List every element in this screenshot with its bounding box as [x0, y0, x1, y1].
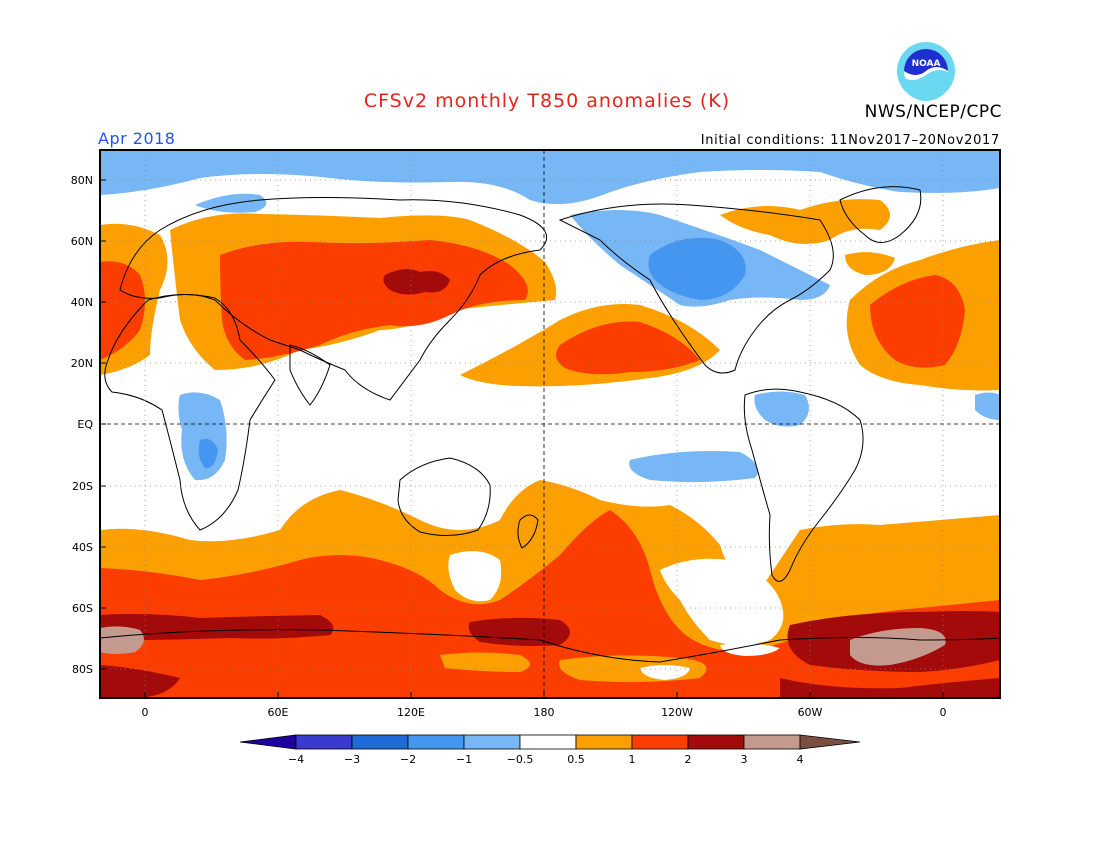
colorbar-tick-label: 2: [685, 753, 692, 766]
siberia-warm-core: [383, 269, 450, 295]
lon-label: 120W: [661, 706, 693, 719]
lat-label: 20N: [71, 357, 93, 370]
india-coastline: [289, 344, 331, 406]
antarctic-warm-band-mid: [468, 617, 570, 646]
lon-label: 0: [940, 706, 947, 719]
north-pacific-warm-red: [556, 321, 700, 375]
tropical-pacific-cold: [629, 451, 758, 483]
west-europe-warm-red: [100, 261, 145, 360]
colorbar-segment-above-4: [799, 734, 861, 750]
colorbar-segment: [575, 734, 633, 750]
lon-label: 180: [534, 706, 555, 719]
valid-month-label: Apr 2018: [98, 129, 176, 148]
agency-label: NWS/NCEP/CPC: [864, 102, 1002, 122]
equator-dateline: [100, 150, 1000, 698]
map-title: CFSv2 monthly T850 anomalies (K): [363, 90, 731, 112]
arctic-cold-band: [100, 150, 1000, 205]
colorbar-tick-label: −4: [288, 753, 304, 766]
antarctic-warm-band-southeast: [780, 678, 1000, 698]
lat-label: 80N: [71, 174, 93, 187]
colorbar-tick-label: 4: [797, 753, 804, 766]
colorbar-segment: [687, 734, 745, 750]
australia-coastline: [397, 457, 491, 536]
colorbar-segment: [631, 734, 689, 750]
south-pacific-orange-patch: [650, 536, 692, 560]
initial-conditions-label: Initial conditions: 11Nov2017–20Nov2017: [700, 133, 1000, 148]
antarctica-coastline: [100, 629, 1000, 663]
colorbar-tick-label: 0.5: [567, 753, 585, 766]
colorbar-segment: [351, 734, 409, 750]
lon-label: 60W: [798, 706, 823, 719]
eurasia-coastline: [119, 197, 548, 401]
latitude-labels: 80N 60N 40N 20N EQ 20S 40S 60S 80S: [71, 174, 94, 676]
antarctic-ross-white: [640, 665, 690, 680]
eurasia-warm-red: [220, 240, 528, 360]
north-america-coastline: [558, 203, 834, 374]
antarctic-peninsula-white: [720, 643, 780, 656]
colorbar-tick-label: −3: [344, 753, 360, 766]
coastlines: [100, 186, 1000, 663]
longitude-labels: 0 60E 120E 180 120W 60W 0: [142, 706, 947, 719]
noaa-logo: NOAA: [897, 42, 955, 101]
south-america-coastline: [743, 388, 864, 582]
colorbar-segment: [519, 734, 577, 750]
amazon-cold: [754, 391, 809, 427]
colorbar-segment: [295, 734, 353, 750]
colorbar-segment: [463, 734, 521, 750]
graticule: [100, 150, 1000, 698]
atlantic-warm-red: [870, 275, 965, 368]
new-zealand-coastline: [517, 514, 539, 549]
colorbar-tick-label: −2: [400, 753, 416, 766]
lon-label: 0: [142, 706, 149, 719]
greenland-coastline: [839, 186, 922, 243]
north-america-cold-core: [648, 237, 746, 300]
colorbar: [239, 734, 861, 750]
atlantic-tropical-cold: [975, 392, 1000, 420]
colorbar-labels: −4 −3 −2 −1 −0.5 0.5 1 2 3 4: [288, 753, 804, 766]
lat-label: 40S: [72, 541, 93, 554]
antarctic-warm-band-southwest: [100, 665, 180, 698]
antarctic-orange-patch: [440, 652, 530, 672]
south-pacific-white-gap: [660, 558, 784, 645]
lat-label: 40N: [71, 296, 93, 309]
lon-label: 120E: [397, 706, 425, 719]
africa-coastline: [104, 293, 276, 531]
lat-label: 80S: [72, 663, 93, 676]
lat-label: 20S: [72, 480, 93, 493]
greenland-coast-warm: [845, 252, 895, 275]
colorbar-segment: [743, 734, 801, 750]
lat-label: 60N: [71, 235, 93, 248]
africa-cold-core: [198, 438, 218, 469]
colorbar-segment-below-m4: [239, 734, 297, 750]
antarctic-extreme-west: [100, 626, 144, 654]
lat-label: 60S: [72, 602, 93, 615]
colorbar-tick-label: 3: [741, 753, 748, 766]
noaa-logo-text: NOAA: [912, 59, 941, 69]
south-pacific-white-gap-2: [448, 551, 502, 602]
colorbar-tick-label: 1: [629, 753, 636, 766]
lat-label: EQ: [77, 418, 93, 431]
colorbar-tick-label: −1: [456, 753, 472, 766]
colorbar-tick-label: −0.5: [507, 753, 534, 766]
axis-ticks: [100, 179, 944, 698]
lon-label: 60E: [268, 706, 289, 719]
greenland-warm: [720, 199, 890, 244]
colorbar-segment: [407, 734, 465, 750]
